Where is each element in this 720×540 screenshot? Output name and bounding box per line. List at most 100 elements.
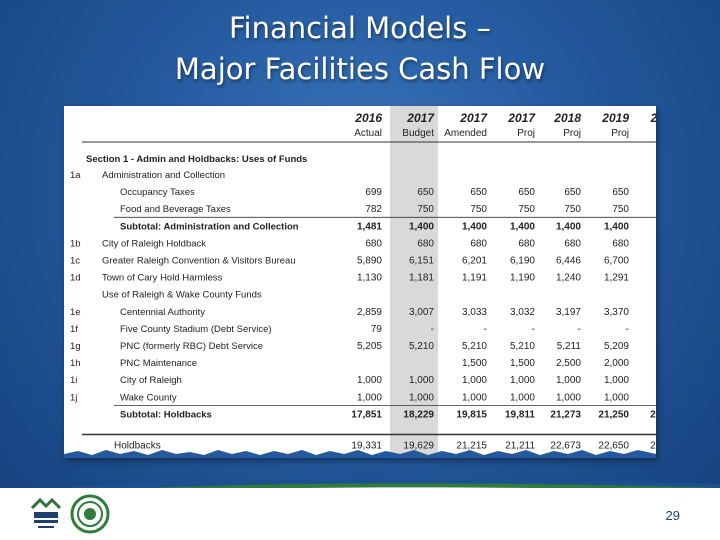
row-value: 1,000 [510, 392, 535, 403]
row-value: 1,190 [510, 273, 535, 284]
row-id: 1i [70, 375, 77, 386]
row-label: Wake County [120, 392, 177, 403]
column-year-3: 2017 [507, 111, 536, 125]
county-seal-logo-icon [70, 494, 110, 534]
column-year-5: 2019 [601, 111, 629, 125]
slide-title-line1: Financial Models – [228, 11, 492, 45]
torn-edge [64, 450, 656, 458]
cash-flow-table: 2016 Actual 2017 Budget 2017 Amended 2017 Proj 2… [64, 106, 656, 458]
row-value: 680 [470, 238, 487, 249]
row-value: 1,000 [357, 392, 382, 403]
total-value: 19,629 [403, 441, 434, 452]
row-value: 1,000 [409, 375, 434, 386]
wake-county-logo-icon [30, 497, 62, 528]
column-label-3: Proj [517, 128, 535, 139]
row-value: - [431, 324, 434, 335]
row-value: 3,007 [409, 307, 434, 318]
row-label: PNC Maintenance [120, 358, 197, 369]
row-value: 750 [417, 204, 434, 215]
row-value: 680 [417, 238, 434, 249]
row-label: Five County Stadium (Debt Service) [120, 324, 272, 335]
row-value: 5,205 [357, 341, 382, 352]
row-value: 79 [371, 324, 383, 335]
row-value: 782 [365, 204, 382, 215]
row-value: 680 [612, 238, 629, 249]
row-value: 1,000 [462, 392, 487, 403]
column-label-4: Proj [563, 128, 581, 139]
total-value: 22,650 [598, 441, 629, 452]
total-value: 21, [650, 441, 656, 452]
row-label: City of Raleigh [120, 375, 182, 386]
row-id: 1b [70, 238, 81, 249]
row-value: 1,291 [604, 273, 629, 284]
slide-title: Financial Models – Major Facilities Cash… [0, 8, 720, 90]
row-value: - [532, 324, 535, 335]
row-value: 21,273 [550, 409, 581, 420]
row-value: 3,197 [556, 307, 581, 318]
row-value: 1,500 [462, 358, 487, 369]
row-value: 699 [365, 187, 382, 198]
row-value: 6,446 [556, 256, 581, 267]
row-value: 18,229 [403, 409, 434, 420]
row-value: 6,201 [462, 256, 487, 267]
row-value: 650 [564, 187, 581, 198]
row-id: 1f [70, 324, 78, 335]
row-value: 1,000 [604, 392, 629, 403]
row-value: 1,240 [556, 273, 581, 284]
row-id: 1d [70, 273, 81, 284]
row-label: Food and Beverage Taxes [120, 204, 231, 215]
column-year-1: 2017 [406, 111, 435, 125]
total-label: Holdbacks [114, 441, 161, 452]
column-label-1: Budget [402, 128, 434, 139]
row-value: 6,151 [409, 256, 434, 267]
row-value: 1,000 [357, 375, 382, 386]
row-value: 2,859 [357, 307, 382, 318]
row-value: 1,000 [409, 392, 434, 403]
row-label: Centennial Authority [120, 307, 205, 318]
row-label: Greater Raleigh Convention & Visitors Bu… [102, 256, 296, 267]
column-year-6: 20 [650, 111, 656, 125]
row-id: 1c [70, 256, 80, 267]
column-label-5: Proj [611, 128, 629, 139]
total-value: 22,673 [550, 441, 581, 452]
row-value: 680 [564, 238, 581, 249]
row-value: 19,811 [505, 409, 535, 420]
row-value: 1,400 [556, 221, 581, 232]
row-value: 1,181 [409, 273, 434, 284]
row-value: 650 [470, 187, 487, 198]
footer-bar [0, 488, 720, 540]
row-value: 1,000 [556, 392, 581, 403]
row-value: 650 [518, 187, 535, 198]
slide-title-line2: Major Facilities Cash Flow [174, 52, 546, 86]
row-value: 1,400 [409, 221, 434, 232]
row-label: Subtotal: Holdbacks [120, 409, 212, 420]
row-label: Occupancy Taxes [120, 187, 195, 198]
row-value: 1,000 [556, 375, 581, 386]
row-value: 3,033 [462, 307, 487, 318]
row-label: PNC (formerly RBC) Debt Service [120, 341, 263, 352]
row-value: 17,851 [351, 409, 382, 420]
row-value: 19,815 [456, 409, 487, 420]
total-value: 19,331 [351, 441, 382, 452]
row-value: 1,481 [357, 221, 382, 232]
row-id: 1h [70, 358, 81, 369]
row-value: 20, [650, 409, 656, 420]
row-value: 21,250 [598, 409, 629, 420]
row-value: 750 [470, 204, 487, 215]
cash-flow-table-svg: 2016 Actual 2017 Budget 2017 Amended 2017 Proj 2… [70, 106, 656, 458]
row-value: - [484, 324, 487, 335]
column-label-0: Actual [354, 128, 382, 139]
row-value: 5,890 [357, 256, 382, 267]
row-id: 1e [70, 307, 81, 318]
row-value: 1,400 [462, 221, 487, 232]
row-label: Town of Cary Hold Harmless [102, 273, 223, 284]
row-value: 3,032 [510, 307, 535, 318]
row-label: Administration and Collection [102, 170, 225, 181]
row-value: 650 [417, 187, 434, 198]
row-value: 680 [518, 238, 535, 249]
row-value: 5,210 [409, 341, 434, 352]
row-value: 1,000 [462, 375, 487, 386]
row-id: 1g [70, 341, 81, 352]
total-value: 21,211 [505, 441, 535, 452]
row-value: 1,000 [604, 375, 629, 386]
